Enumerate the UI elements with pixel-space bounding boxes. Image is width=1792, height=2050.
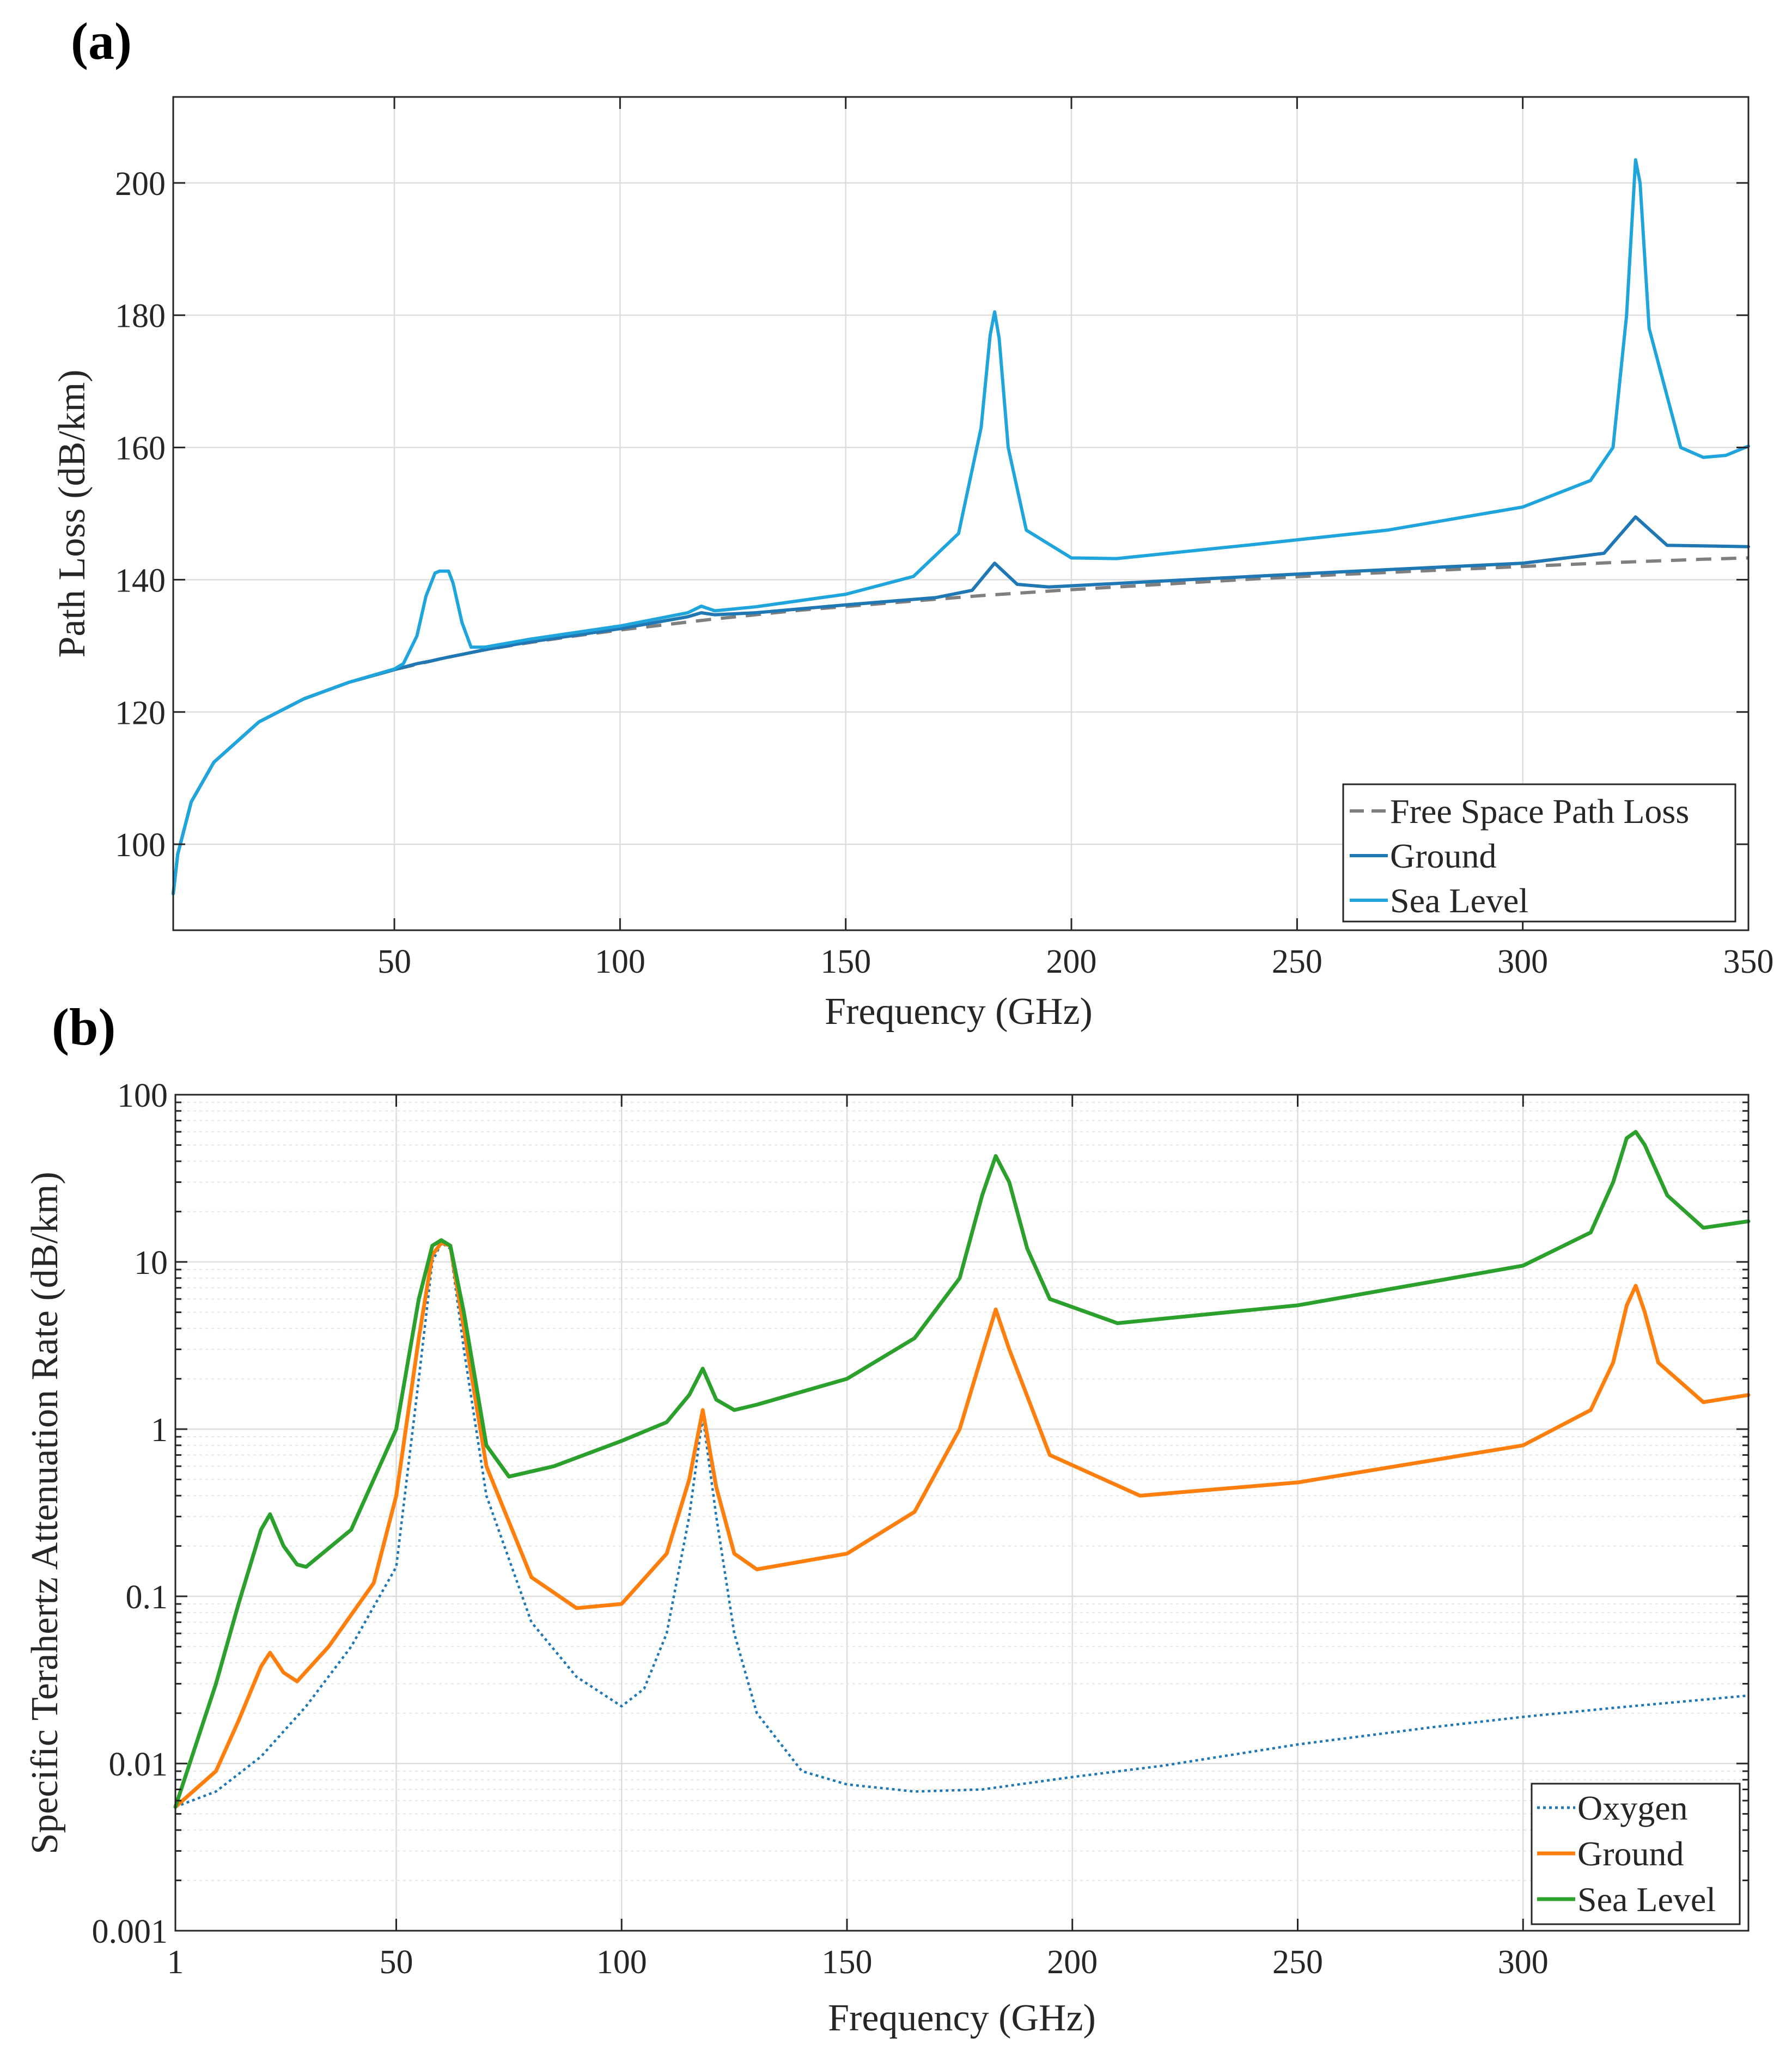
a-series-sea-level [172, 158, 1750, 896]
a-x-tick-label: 200 [1046, 943, 1097, 980]
b-legend: Oxygen Ground Sea Level [1531, 1783, 1741, 1925]
b-legend-label-oxygen: Oxygen [1577, 1789, 1688, 1827]
b-y-tick-label: 0.01 [109, 1746, 168, 1783]
b-y-tick-label: 0.001 [92, 1913, 168, 1950]
b-y-tick-label: 10 [134, 1244, 168, 1282]
a-ticks: 50 100 150 200 250 300 350 100 120 140 160 180 200 [115, 97, 1774, 980]
a-x-tick-label: 150 [820, 943, 871, 980]
a-legend-label-sea-level: Sea Level [1390, 881, 1528, 920]
a-legend-label-ground: Ground [1390, 837, 1497, 875]
b-lines [173, 1130, 1751, 1809]
b-series-ground [173, 1241, 1751, 1809]
a-y-tick-label: 200 [115, 166, 166, 203]
b-x-tick-label: 100 [596, 1944, 647, 1981]
chart-a: (a) 50 100 150 200 250 300 350 100 120 140 160 180 2… [51, 12, 1774, 1033]
b-x-tick-label: 250 [1272, 1944, 1323, 1981]
panel-label-b: (b) [52, 998, 115, 1056]
a-y-tick-label: 180 [115, 298, 166, 335]
b-plot-frame [174, 1094, 1750, 1932]
b-legend-label-sea-level: Sea Level [1577, 1880, 1716, 1919]
a-y-tick-label: 120 [115, 694, 166, 731]
a-x-tick-label: 50 [377, 943, 411, 980]
a-x-tick-label: 250 [1272, 943, 1322, 980]
a-plot-frame [172, 96, 1750, 931]
a-x-tick-label: 100 [595, 943, 645, 980]
a-x-tick-label: 300 [1497, 943, 1548, 980]
b-x-tick-label: 200 [1047, 1944, 1098, 1981]
b-y-tick-label: 0.1 [126, 1579, 168, 1616]
b-y-tick-label: 100 [117, 1077, 168, 1114]
b-series-sea-level [173, 1130, 1751, 1809]
b-y-axis-label: Specific Terahertz Attenuation Rate (dB/… [24, 1172, 66, 1854]
a-y-tick-label: 160 [115, 430, 166, 467]
b-series-oxygen [175, 1241, 1749, 1808]
b-y-tick-label: 1 [151, 1412, 168, 1449]
a-y-tick-label: 140 [115, 562, 166, 599]
a-x-axis-label: Frequency (GHz) [825, 991, 1093, 1033]
b-x-tick-label: 50 [379, 1944, 413, 1981]
b-x-axis-label: Frequency (GHz) [828, 1997, 1096, 2039]
b-x-tick-label: 150 [821, 1944, 872, 1981]
b-x-tick-label: 300 [1498, 1944, 1549, 1981]
panel-label-a: (a) [71, 12, 132, 70]
a-x-tick-label: 350 [1723, 943, 1774, 980]
a-legend: Free Space Path Loss Ground Sea Level [1342, 783, 1736, 923]
a-y-tick-label: 100 [115, 827, 166, 864]
a-legend-label-fspl: Free Space Path Loss [1390, 792, 1689, 831]
b-legend-label-ground: Ground [1577, 1834, 1684, 1873]
a-legend-box [1342, 783, 1736, 923]
b-x-tick-label: 1 [167, 1944, 184, 1981]
a-y-axis-label: Path Loss (dB/km) [51, 370, 93, 658]
a-lines [172, 158, 1750, 896]
